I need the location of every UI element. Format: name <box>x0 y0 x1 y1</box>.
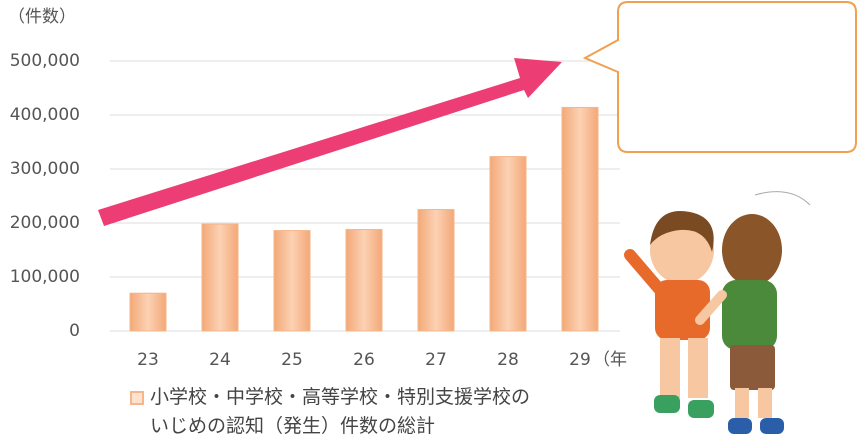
bar <box>345 228 383 332</box>
callout-text: 6年間で約６倍 <box>648 47 802 74</box>
callout-line: 急激に増加 <box>680 85 795 112</box>
legend-marker <box>130 391 144 405</box>
y-tick-label: 100,000 <box>10 267 80 287</box>
y-axis-label: （件数） <box>8 7 76 27</box>
callout-line: 6年間で約６倍と <box>648 47 825 74</box>
bar <box>273 230 311 332</box>
y-tick-label: 0 <box>69 321 80 341</box>
callout-line: いじめの件数は <box>657 9 818 35</box>
callout-text: いじめの件数は <box>657 9 818 35</box>
x-tick-label: 25 <box>281 350 303 370</box>
x-tick-label: 29 <box>569 350 591 370</box>
y-tick-label: 200,000 <box>10 213 80 233</box>
legend-label: 小学校・中学校・高等学校・特別支援学校の いじめの認知（発生）件数の総計 <box>150 386 531 437</box>
bar <box>129 292 167 332</box>
x-tick-label: 24 <box>209 350 231 370</box>
x-tick-label: 26 <box>353 350 375 370</box>
x-tick-label: 27 <box>425 350 447 370</box>
callout-text: と <box>803 48 826 74</box>
y-tick-label: 400,000 <box>10 105 80 125</box>
callout-text: しています！ <box>668 121 805 147</box>
x-tick-label: 23 <box>137 350 159 370</box>
y-tick-label: 300,000 <box>10 159 80 179</box>
y-tick-label: 500,000 <box>10 51 80 71</box>
bar <box>489 156 527 332</box>
bar <box>417 209 455 332</box>
bar <box>561 106 599 332</box>
callout-text: 急激に増加 <box>680 85 795 112</box>
x-axis-label: （年 <box>593 350 627 370</box>
callout-line: しています！ <box>668 121 805 147</box>
x-tick-label: 28 <box>497 350 519 370</box>
bar <box>201 223 239 332</box>
